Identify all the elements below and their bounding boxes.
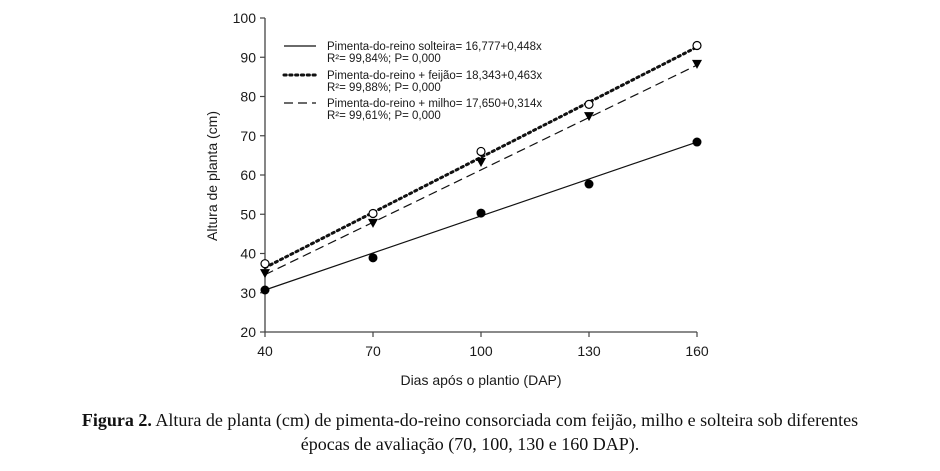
data-point-triangle <box>260 269 270 279</box>
data-point-filled-circle <box>476 208 486 218</box>
data-point-open-circle <box>260 259 270 269</box>
x-tick-label: 40 <box>257 343 273 359</box>
data-point-open-circle <box>368 208 378 219</box>
y-tick-label: 90 <box>240 49 256 65</box>
legend: Pimenta-do-reino solteira= 16,777+0,448x… <box>282 41 542 122</box>
legend-equation: Pimenta-do-reino + feijão= 18,343+0,463x <box>327 70 542 82</box>
x-tick-label: 130 <box>577 343 601 359</box>
legend-equation: Pimenta-do-reino + milho= 17,650+0,314x <box>327 98 542 110</box>
y-tick-label: 80 <box>240 89 256 105</box>
y-tick-label: 30 <box>240 285 256 301</box>
data-point-filled-circle <box>692 137 702 147</box>
data-point-triangle <box>476 158 486 168</box>
data-point-filled-circle <box>260 285 270 295</box>
regression-line-2 <box>263 45 699 270</box>
legend-stats: R²= 99,61%; P= 0,000 <box>327 110 441 122</box>
legend-stats: R²= 99,88%; P= 0,000 <box>327 82 441 94</box>
x-tick-label: 70 <box>365 343 381 359</box>
data-markers <box>260 40 702 295</box>
x-tick-label: 160 <box>685 343 709 359</box>
data-point-filled-circle <box>584 179 594 189</box>
y-axis-title: Altura de planta (cm) <box>204 111 220 241</box>
data-point-triangle <box>368 218 378 228</box>
x-axis-title: Dias após o plantio (DAP) <box>400 372 561 388</box>
data-point-open-circle <box>692 40 702 51</box>
line-chart: 20 30 40 50 60 70 80 90 100 40 70 100 130 160 Pimenta… <box>204 10 709 388</box>
data-point-filled-circle <box>368 253 378 263</box>
legend-equation: Pimenta-do-reino solteira= 16,777+0,448x <box>327 41 542 53</box>
regression-line-3 <box>264 64 698 276</box>
y-tick-label: 50 <box>240 206 256 222</box>
figure-caption-text: Altura de planta (cm) de pimenta-do-rein… <box>151 410 859 430</box>
figure-caption-line-2: épocas de avaliação (70, 100, 130 e 160 … <box>300 434 640 454</box>
x-tick-label: 100 <box>469 343 493 359</box>
y-tick-label: 40 <box>240 246 256 262</box>
figure-caption-line-1: Figura 2. Altura de planta (cm) de pimen… <box>0 408 940 432</box>
legend-stats: R²= 99,84%; P= 0,000 <box>327 53 441 65</box>
data-point-open-circle <box>584 99 594 109</box>
y-tick-label: 70 <box>240 128 256 144</box>
y-tick-label: 60 <box>240 167 256 183</box>
data-point-triangle <box>692 59 702 69</box>
data-point-open-circle <box>476 146 486 157</box>
y-tick-label: 20 <box>240 324 256 340</box>
axes: 20 30 40 50 60 70 80 90 100 40 70 100 130 160 <box>233 10 709 359</box>
y-tick-label: 100 <box>233 10 257 26</box>
data-point-triangle <box>584 112 594 122</box>
figure-label: Figura 2. <box>81 410 152 430</box>
